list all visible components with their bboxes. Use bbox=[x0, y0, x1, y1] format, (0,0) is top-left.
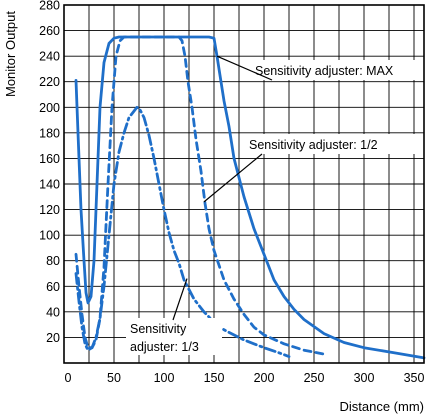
y-tick-label: 240 bbox=[39, 50, 60, 64]
series-curves bbox=[74, 35, 426, 360]
x-tick-label: 250 bbox=[304, 371, 325, 385]
plot-frame bbox=[63, 4, 425, 364]
annotation-background bbox=[247, 134, 419, 154]
annotation-background bbox=[249, 60, 421, 80]
y-tick-label: 60 bbox=[46, 280, 60, 294]
annotation-leader-line bbox=[203, 153, 263, 203]
x-tick-label: 0 bbox=[65, 371, 72, 385]
y-tick-label: 100 bbox=[39, 229, 60, 243]
y-tick-label: 280 bbox=[39, 0, 60, 13]
x-tick-label: 50 bbox=[107, 371, 121, 385]
y-tick-label: 20 bbox=[46, 331, 60, 345]
annotations: Sensitivity adjuster: MAX Sensitivity adj… bbox=[126, 55, 421, 355]
x-tick-label: 350 bbox=[404, 371, 425, 385]
y-tick-label: 260 bbox=[39, 24, 60, 38]
annotation-label: Sensitivity adjuster: 1/2 bbox=[249, 138, 378, 152]
series-curve bbox=[74, 105, 291, 358]
annotation-label: adjuster: 1/3 bbox=[130, 340, 199, 354]
series-curve bbox=[74, 35, 426, 360]
y-tick-label: 220 bbox=[39, 75, 60, 89]
annotation-leader-line bbox=[172, 278, 188, 321]
x-tick-label: 150 bbox=[204, 371, 225, 385]
y-tick-label: 200 bbox=[39, 101, 60, 115]
x-tick-label: 300 bbox=[354, 371, 375, 385]
x-tick-label: 100 bbox=[154, 371, 175, 385]
grid-lines bbox=[64, 5, 424, 363]
annotation-leader-line bbox=[216, 55, 273, 81]
annotation-background bbox=[126, 318, 222, 355]
y-tick-label: 140 bbox=[39, 178, 60, 192]
y-tick-label: 180 bbox=[39, 126, 60, 140]
y-axis-label: Monitor Output bbox=[3, 11, 18, 97]
y-tick-label: 40 bbox=[46, 305, 60, 319]
x-axis-label: Distance (mm) bbox=[339, 399, 424, 414]
tick-labels: 20 40 60 80 100 120 140 160 180 200 220 240 260 280 0 5… bbox=[39, 0, 424, 385]
y-tick-label: 120 bbox=[39, 203, 60, 217]
y-tick-label: 80 bbox=[46, 254, 60, 268]
y-tick-label: 160 bbox=[39, 152, 60, 166]
x-tick-label: 200 bbox=[254, 371, 275, 385]
annotation-label: Sensitivity bbox=[130, 322, 187, 336]
annotation-label: Sensitivity adjuster: MAX bbox=[255, 64, 394, 78]
